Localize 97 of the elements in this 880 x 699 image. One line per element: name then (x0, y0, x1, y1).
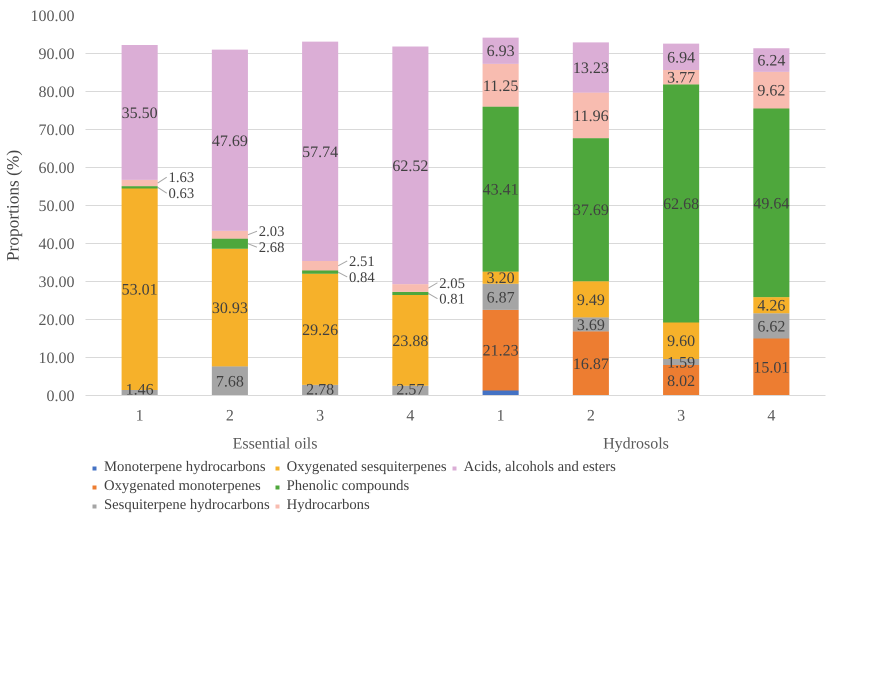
x-tick-label: 3 (316, 408, 324, 424)
bar (482, 310, 519, 391)
data-label: 0.81 (439, 292, 465, 308)
text: Hydrosols (603, 436, 669, 452)
data-label: 11.96 (573, 108, 609, 125)
data-label: 37.69 (572, 202, 609, 220)
x-tick-label: 2 (226, 408, 234, 424)
y-tick-label: 10.00 (38, 350, 74, 367)
data-label: 49.64 (753, 195, 790, 212)
x-tick-label: 4 (767, 408, 776, 424)
data-label: 13.23 (572, 60, 609, 78)
data-label: 4.26 (757, 298, 786, 315)
data-label: 9.60 (667, 333, 696, 350)
data-label: 47.69 (212, 132, 248, 150)
x-tick-label: 3 (677, 408, 686, 424)
data-label: 6.93 (486, 43, 515, 60)
bar (302, 270, 338, 274)
y-tick-label: 70.00 (38, 122, 74, 139)
data-label: 2.03 (258, 224, 284, 240)
y-axis-title: Proportions (%) (4, 150, 22, 262)
y-tick-label: 20.00 (38, 312, 74, 329)
data-label: 6.87 (486, 289, 515, 306)
legend-label: Oxygenated sesquiterpenes (286, 459, 447, 476)
data-label: 29.26 (302, 322, 338, 339)
bar (212, 248, 248, 366)
data-label: 53.01 (122, 282, 158, 299)
data-label: 0.63 (168, 186, 194, 202)
data-label: 2.68 (258, 240, 284, 256)
data-label: 15.01 (753, 359, 790, 376)
legend-label: Hydrocarbons (286, 497, 370, 514)
y-tick-label: 80.00 (38, 84, 74, 101)
data-label: 9.49 (576, 292, 605, 309)
x-tick-label: 1 (136, 408, 144, 424)
y-tick-label: 30.00 (38, 274, 74, 291)
y-tick-label: 60.00 (38, 160, 74, 177)
x-tick-label: 2 (586, 408, 595, 424)
data-label: 2.51 (349, 254, 375, 270)
bar (392, 284, 428, 292)
bar (122, 186, 158, 189)
y-tick-label: 40.00 (38, 236, 74, 253)
bar (212, 238, 248, 249)
data-label: 8.02 (667, 372, 696, 390)
data-label: 6.62 (757, 318, 786, 336)
data-label: 2.57 (396, 382, 424, 398)
data-label: 2.05 (439, 276, 465, 292)
data-label: 57.74 (302, 144, 338, 161)
bar (572, 92, 609, 138)
bar (302, 42, 338, 262)
bar (212, 50, 248, 231)
bar (663, 84, 700, 322)
bar (753, 108, 790, 298)
data-label: 43.41 (482, 182, 519, 199)
bar (122, 45, 158, 180)
x-tick-label: 4 (406, 408, 414, 424)
data-label: 3.69 (576, 316, 605, 334)
data-label: 3.20 (486, 270, 515, 288)
data-label: 0.84 (349, 270, 376, 286)
data-label: 21.23 (482, 342, 519, 360)
legend-label: Acids, alcohols and esters (464, 459, 616, 476)
legend-label: Sesquiterpene hydrocarbons (104, 497, 270, 514)
data-label: 35.50 (122, 104, 158, 122)
data-label: 6.94 (667, 49, 696, 66)
bar (572, 138, 609, 282)
y-tick-label: 90.00 (38, 46, 74, 63)
data-label: 6.24 (757, 52, 786, 70)
legend-label: Oxygenated monoterpenes (104, 478, 261, 495)
data-label: 9.62 (757, 82, 786, 100)
data-label: 3.77 (667, 70, 696, 87)
bar (392, 292, 428, 295)
data-label: 1.63 (168, 170, 194, 186)
data-label: 16.87 (572, 356, 609, 373)
x-tick-label: 1 (496, 408, 505, 424)
bar (753, 72, 790, 108)
legend-label: Monoterpene hydrocarbons (104, 459, 266, 476)
bar (572, 42, 609, 93)
data-label: 23.88 (392, 332, 428, 350)
data-label: 62.52 (392, 158, 428, 175)
y-tick-label: 50.00 (38, 198, 74, 215)
bar (482, 64, 519, 107)
bar (302, 274, 338, 385)
bar (392, 46, 428, 284)
bar (482, 106, 519, 272)
bar (572, 331, 609, 396)
y-tick-label: 100.00 (30, 8, 74, 25)
bar (753, 338, 790, 396)
bar (302, 261, 338, 271)
data-label: 62.68 (663, 196, 700, 213)
data-label: 7.68 (216, 373, 244, 390)
bar (122, 180, 158, 186)
data-label: 30.93 (212, 300, 248, 318)
bar (212, 230, 248, 239)
data-label: 2.78 (306, 382, 334, 398)
data-label: 11.25 (482, 78, 518, 95)
y-tick-label: 0.00 (46, 388, 74, 405)
bar (482, 390, 519, 396)
text: Essential oils (232, 436, 318, 452)
legend-label: Phenolic compounds (286, 478, 410, 495)
